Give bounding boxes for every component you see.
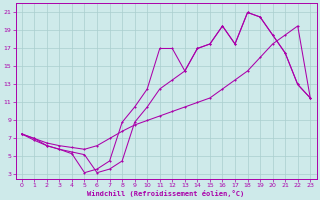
X-axis label: Windchill (Refroidissement éolien,°C): Windchill (Refroidissement éolien,°C)	[87, 190, 245, 197]
